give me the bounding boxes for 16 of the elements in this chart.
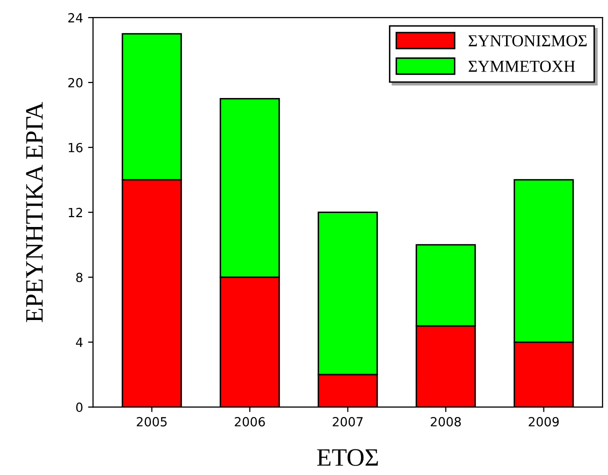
y-tick-label: 8 — [76, 272, 82, 282]
y-tick-label: 16 — [68, 142, 83, 152]
y-axis-title: ΕΡΕΥΝΗΤΙΚΑ ΕΡΓΑ — [26, 102, 43, 322]
y-tick-label: 20 — [68, 78, 82, 88]
y-tick-label: 0 — [76, 402, 82, 412]
x-tick-label: 2005 — [136, 417, 167, 426]
x-tick-label: 2007 — [332, 417, 363, 426]
legend-label: ΣΥΝΤΟΝΙΣΜΟΣ — [468, 35, 587, 46]
y-tick-label: 12 — [68, 208, 82, 218]
x-tick-label: 2009 — [528, 417, 559, 426]
y-tick-label: 4 — [76, 338, 83, 347]
x-tick-label: 2006 — [234, 417, 265, 426]
legend-label: ΣΥΜΜΕΤΟΧΗ — [468, 60, 576, 72]
y-tick-label: 24 — [68, 13, 83, 22]
x-axis-title: ΕΤΟΣ — [317, 449, 378, 466]
x-tick-label: 2008 — [430, 417, 461, 426]
